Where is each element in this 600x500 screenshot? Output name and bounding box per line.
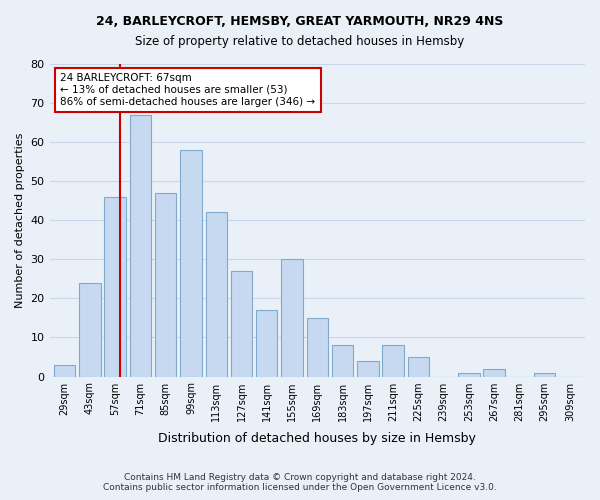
Bar — [231, 271, 252, 376]
Bar — [206, 212, 227, 376]
Bar — [130, 115, 151, 376]
Bar — [332, 346, 353, 376]
Text: Contains HM Land Registry data © Crown copyright and database right 2024.
Contai: Contains HM Land Registry data © Crown c… — [103, 473, 497, 492]
Bar — [180, 150, 202, 376]
Bar — [155, 193, 176, 376]
Bar — [458, 372, 479, 376]
Bar — [104, 197, 126, 376]
Bar — [407, 357, 429, 376]
Text: Size of property relative to detached houses in Hemsby: Size of property relative to detached ho… — [136, 35, 464, 48]
Text: 24, BARLEYCROFT, HEMSBY, GREAT YARMOUTH, NR29 4NS: 24, BARLEYCROFT, HEMSBY, GREAT YARMOUTH,… — [97, 15, 503, 28]
Bar — [357, 361, 379, 376]
Bar — [307, 318, 328, 376]
Bar — [484, 368, 505, 376]
Bar — [54, 365, 76, 376]
Bar — [79, 283, 101, 376]
Bar — [256, 310, 277, 376]
Bar — [534, 372, 556, 376]
Bar — [382, 346, 404, 376]
Bar — [281, 260, 303, 376]
Text: 24 BARLEYCROFT: 67sqm
← 13% of detached houses are smaller (53)
86% of semi-deta: 24 BARLEYCROFT: 67sqm ← 13% of detached … — [60, 74, 316, 106]
Y-axis label: Number of detached properties: Number of detached properties — [15, 132, 25, 308]
X-axis label: Distribution of detached houses by size in Hemsby: Distribution of detached houses by size … — [158, 432, 476, 445]
